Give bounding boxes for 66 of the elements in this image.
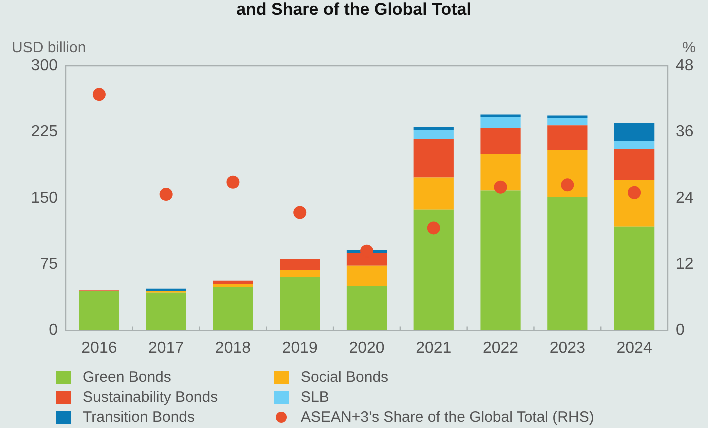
point [160, 188, 173, 202]
bar [614, 149, 655, 180]
x-tick-label: 2020 [349, 340, 385, 357]
x-tick-label: 2023 [550, 340, 586, 357]
point [561, 178, 574, 192]
bar [280, 259, 320, 270]
y-tick-label: 300 [31, 57, 58, 74]
bar [614, 141, 655, 150]
bar [548, 150, 588, 198]
bar [548, 197, 588, 331]
legend-label: SLB [301, 388, 330, 406]
x-tick-label: 2019 [282, 340, 318, 357]
y2-tick-label: 36 [676, 124, 694, 141]
bar [480, 114, 521, 118]
y2-tick-label: 12 [676, 256, 694, 274]
y2-tick-label: 24 [676, 190, 694, 207]
bar [480, 190, 521, 331]
bar [346, 266, 388, 286]
bar [213, 287, 254, 331]
bar [414, 178, 454, 210]
bar [414, 210, 454, 331]
point [294, 206, 307, 220]
point [628, 186, 642, 200]
y2-tick-label: 48 [676, 57, 694, 74]
bar [280, 276, 320, 331]
bar [213, 280, 254, 284]
legend-label: Transition Bonds [83, 408, 196, 426]
point [494, 180, 508, 194]
legend-label: Social Bonds [301, 368, 389, 386]
bar [146, 288, 186, 292]
x-tick-label: 2017 [148, 340, 184, 357]
y2-tick-label: 0 [676, 322, 685, 340]
bar [79, 291, 120, 331]
y-tick-label: 150 [31, 190, 58, 207]
x-tick-label: 2022 [482, 340, 519, 357]
bar [480, 117, 521, 128]
bar [614, 123, 655, 142]
bar [414, 127, 454, 130]
bar [480, 128, 521, 154]
bar [614, 180, 655, 227]
bar [548, 118, 588, 126]
y2-axis-title: % [682, 40, 696, 57]
legend-label: Green Bonds [83, 368, 172, 386]
point [92, 88, 106, 102]
legend-label: ASEAN+3’s Share of the Global Total (RHS) [301, 408, 594, 426]
x-tick-label: 2021 [416, 340, 452, 357]
y-axis-title: USD billion [12, 40, 86, 57]
bar [614, 226, 655, 331]
x-tick-label: 2018 [215, 340, 252, 357]
chart-title: and Share of the Global Total [236, 0, 472, 20]
point [427, 222, 440, 235]
bar [146, 292, 186, 331]
bar [213, 284, 254, 288]
x-tick-label: 2024 [616, 340, 652, 357]
legend-label: Sustainability Bonds [83, 388, 218, 406]
bar [280, 270, 320, 277]
y-tick-label: 75 [40, 256, 58, 274]
bar [414, 139, 454, 178]
bar [346, 286, 388, 331]
y-tick-label: 225 [31, 124, 58, 141]
bar [414, 130, 454, 140]
x-tick-label: 2016 [82, 340, 118, 357]
bar [548, 126, 588, 150]
bar [480, 154, 521, 191]
point [226, 176, 240, 189]
y-tick-label: 0 [49, 322, 58, 340]
